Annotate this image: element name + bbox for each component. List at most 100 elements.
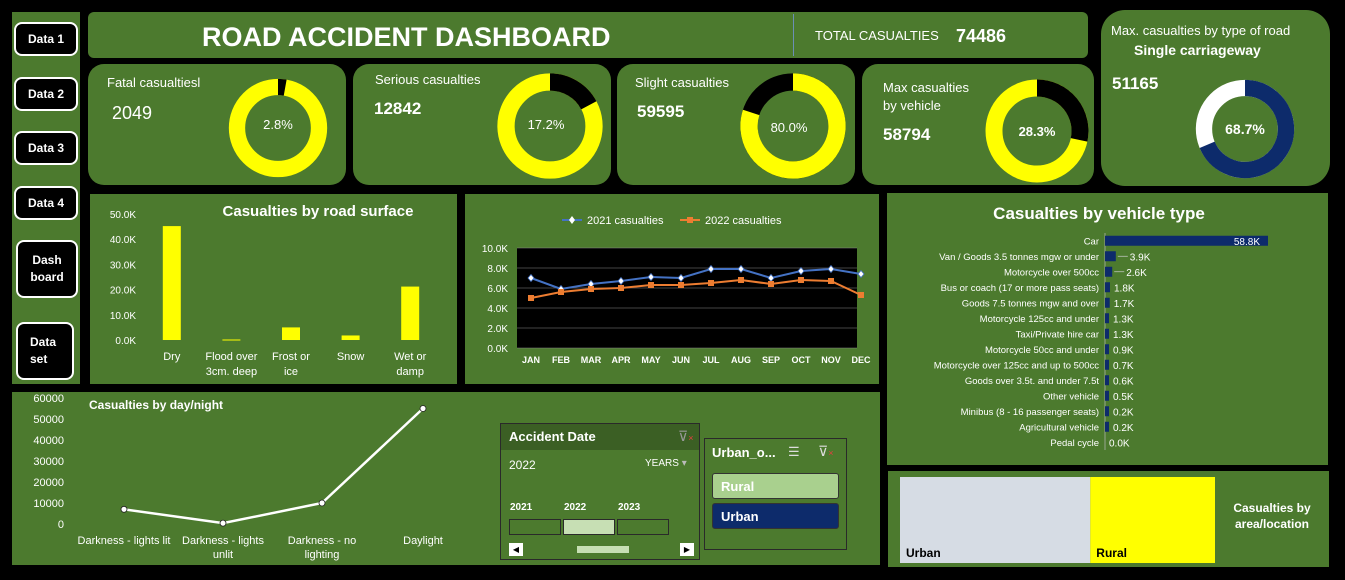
bar	[1105, 251, 1116, 262]
category-label: Taxi/Private hire car	[1016, 329, 1099, 340]
x-tick-label: Snow	[337, 351, 365, 363]
slight-label: Slight casualties	[635, 75, 729, 90]
date-level-dropdown[interactable]: YEARS ▾	[645, 458, 687, 469]
data-point	[648, 282, 654, 288]
serious-pct: 17.2%	[527, 117, 565, 132]
data-point	[707, 264, 715, 274]
data-point	[827, 264, 835, 274]
x-tick-label: APR	[611, 355, 631, 365]
data-point	[528, 295, 534, 301]
x-tick-label: Darkness - lights lit	[78, 535, 171, 547]
scroll-left-button[interactable]: ◀	[509, 543, 523, 556]
year-label-2023: 2023	[618, 502, 641, 513]
chart-title: Casualties by day/night	[89, 398, 223, 412]
segment-label: Rural	[1096, 546, 1127, 560]
y-tick-label: 0.0K	[115, 336, 136, 347]
area-option-rural[interactable]: Rural	[712, 473, 839, 499]
chart-title: Casualties by vehicle type	[993, 204, 1205, 223]
monthly-chart: 10.0K 8.0K 6.0K 4.0K 2.0K 0.0K JAN FEB MAR APR MAY…	[482, 215, 871, 365]
x-tick-label: 3cm. deep	[206, 366, 257, 378]
area-chart: Urban Rural	[900, 477, 1215, 563]
x-tick-label: NOV	[821, 355, 841, 365]
road-type-name: Single carriageway	[1134, 42, 1261, 58]
year-tile-2023[interactable]	[617, 519, 669, 535]
nav-data-3-button[interactable]: Data 3	[14, 131, 78, 165]
nav-dataset-button[interactable]: Data set	[16, 322, 74, 380]
x-tick-label: MAR	[581, 355, 602, 365]
data-point	[618, 285, 624, 291]
y-tick-label: 20.0K	[110, 286, 136, 297]
data-point	[527, 273, 535, 283]
legend-marker	[569, 216, 575, 224]
data-point	[647, 272, 655, 282]
bar	[162, 226, 181, 340]
area-chart-title: Casualties by area/location	[1233, 501, 1311, 531]
chart-title: Casualties by road surface	[223, 203, 414, 220]
bar	[1105, 421, 1109, 432]
value-label: 0.2K	[1113, 407, 1134, 418]
bar	[222, 339, 241, 341]
clear-filter-icon[interactable]: ⊽×	[818, 443, 834, 459]
x-tick-label: Wet or	[394, 351, 427, 363]
clear-filter-icon[interactable]: ⊽×	[678, 428, 694, 444]
slight-donut	[740, 73, 846, 179]
y-tick-label: 0	[58, 519, 64, 531]
value-label: 0.7K	[1113, 361, 1134, 372]
date-slicer-selection: 2022	[509, 458, 536, 472]
value-label: 3.9K	[1130, 252, 1151, 263]
x-tick-label: JUN	[672, 355, 690, 365]
area-option-urban[interactable]: Urban	[712, 503, 839, 529]
data-point	[120, 505, 128, 513]
nav-data-2-button[interactable]: Data 2	[14, 77, 78, 111]
date-slicer-title: Accident Date	[509, 429, 596, 444]
x-tick-label: MAY	[641, 355, 660, 365]
nav-dashboard-button[interactable]: Dash board	[16, 240, 78, 298]
fatal-label: Fatal casualtiesl	[107, 75, 201, 90]
donut-segment	[549, 73, 597, 110]
total-casualties-label: TOTAL CASUALTIES	[815, 28, 939, 43]
data-point	[318, 499, 326, 507]
category-label: Motorcycle over 125cc and up to 500cc	[934, 360, 1100, 371]
road-surface-chart: Casualties by road surface 50.0K 40.0K 30.0…	[110, 203, 427, 378]
category-label: Motorcycle 50cc and under	[985, 345, 1099, 356]
total-casualties-value: 74486	[956, 26, 1007, 46]
data-point	[678, 282, 684, 288]
data-point	[558, 289, 564, 295]
year-tile-2022[interactable]	[563, 519, 615, 535]
y-tick-label: 30000	[33, 456, 64, 468]
x-tick-label: FEB	[552, 355, 571, 365]
nav-data-4-button[interactable]: Data 4	[14, 186, 78, 220]
year-tile-2021[interactable]	[509, 519, 561, 535]
vehicle-label: Max casualties by vehicle	[883, 80, 969, 113]
value-label: 0.9K	[1113, 345, 1134, 356]
segment-label: Urban	[906, 546, 941, 560]
legend-label: 2022 casualties	[705, 215, 782, 227]
data-point	[588, 286, 594, 292]
x-tick-label: OCT	[792, 355, 812, 365]
vehicle-pct: 28.3%	[1018, 124, 1056, 139]
series-line	[530, 267, 862, 291]
x-tick-label: unlit	[213, 549, 233, 561]
scroll-right-button[interactable]: ▶	[680, 543, 694, 556]
bar	[401, 286, 420, 340]
nav-data-1-button[interactable]: Data 1	[14, 22, 78, 56]
scroll-thumb[interactable]	[577, 546, 629, 553]
multi-select-icon[interactable]: ☰	[788, 444, 800, 459]
x-tick-label: Frost or	[272, 351, 310, 363]
x-tick-label: Dry	[163, 351, 181, 363]
value-label: 0.6K	[1113, 376, 1134, 387]
y-tick-label: 0.0K	[487, 344, 508, 355]
y-tick-label: 30.0K	[110, 260, 136, 271]
year-label-2022: 2022	[564, 502, 587, 513]
bar	[1105, 375, 1109, 386]
road-type-value: 51165	[1112, 74, 1159, 93]
serious-donut	[497, 73, 603, 179]
data-point	[219, 519, 227, 527]
bar	[1105, 313, 1109, 324]
category-label: Motorcycle 125cc and under	[980, 314, 1099, 325]
donut-segment	[1199, 79, 1295, 179]
data-point	[419, 405, 427, 412]
slight-value: 59595	[637, 102, 685, 121]
y-tick-label: 10000	[33, 498, 64, 510]
vehicle-type-chart: Casualties by vehicle type Car 58.8K Van / …	[934, 204, 1268, 450]
